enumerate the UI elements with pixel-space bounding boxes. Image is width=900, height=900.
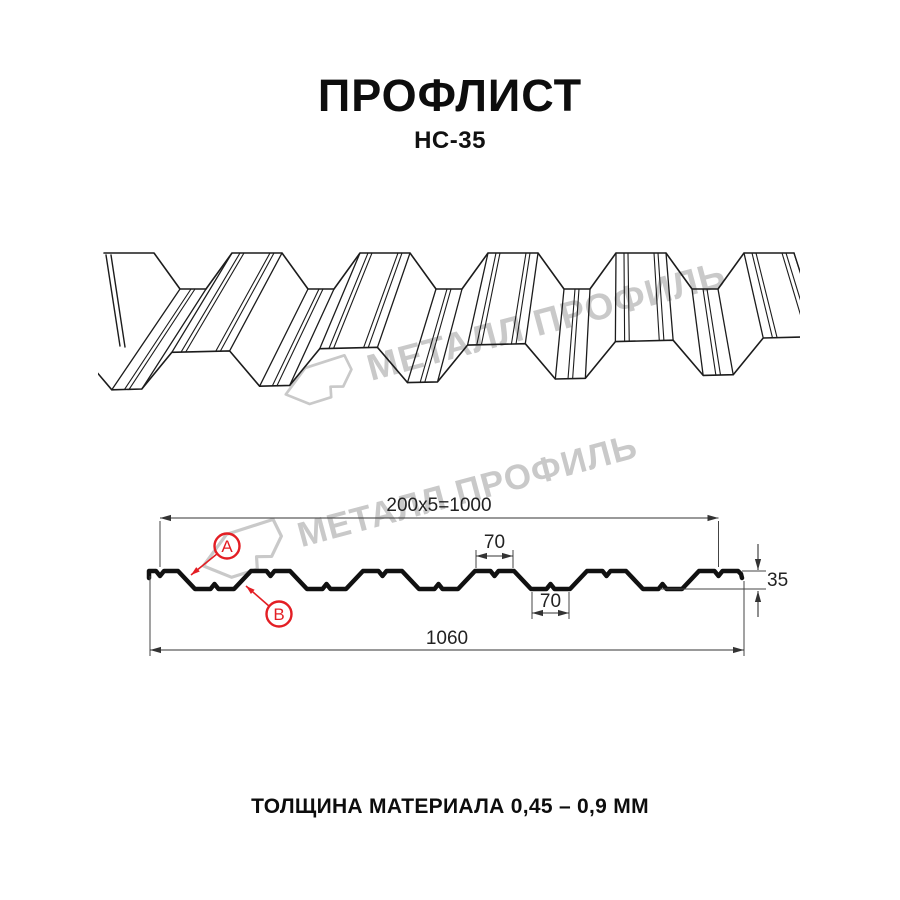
callout-b-circle — [265, 600, 293, 628]
dim-label-overall-width: 1060 — [426, 628, 468, 649]
dimension-annotations: 200x5=1000 70 70 1060 35 — [149, 495, 788, 656]
profile-3d-line — [567, 288, 576, 380]
callout-annotations: А В — [190, 532, 293, 628]
profile-3d-line — [627, 252, 630, 342]
profile-3d-line — [363, 252, 399, 349]
profile-3d-line — [123, 288, 192, 391]
profile-3d-line — [228, 252, 283, 352]
profile-3d-line — [128, 288, 196, 390]
profile-3d-line — [466, 252, 489, 346]
profile-3d-line — [105, 254, 121, 347]
page-title: ПРОФЛИСТ — [317, 70, 583, 121]
profile-3d-line — [111, 288, 181, 391]
footer-thickness-note: ТОЛЩИНА МАТЕРИАЛА 0,45 – 0,9 ММ — [251, 795, 649, 818]
profile-3d-line — [572, 288, 580, 380]
profile-3d-line — [691, 288, 704, 377]
profile-3d-line — [289, 288, 335, 387]
profile-3d-line — [367, 252, 403, 349]
profile-3d-line — [110, 254, 126, 348]
profile-3d-line — [319, 252, 361, 350]
profile-3d-line — [657, 252, 665, 341]
cross-section-profile-path — [146, 568, 745, 592]
metall-profil-logo-icon — [284, 353, 353, 406]
profile-3d-line — [419, 288, 448, 383]
watermark-middle: МЕТАЛЛ ПРОФИЛЬ — [193, 421, 643, 588]
profile-3d-line — [406, 288, 437, 384]
profile-3d-line — [510, 252, 527, 345]
page-subtitle: НС-35 — [414, 127, 486, 154]
profile-3d-line — [584, 288, 591, 379]
profile-3d-line — [171, 252, 233, 353]
profile-cross-section — [146, 568, 745, 592]
profile-3d-line — [793, 252, 800, 274]
profile-3d-line — [141, 288, 207, 390]
profile-3d-line — [554, 288, 565, 380]
profile-3d-line — [271, 288, 320, 387]
profile-3d-line — [180, 252, 241, 353]
metall-profil-logo-icon — [201, 517, 283, 579]
profile-3d-line — [515, 252, 531, 345]
profile-3d-line — [755, 252, 778, 339]
profile-3d-line — [702, 288, 717, 376]
profile-3d-line — [333, 252, 373, 349]
profile-3d-line — [424, 288, 452, 383]
profile-3d-line — [717, 288, 734, 376]
profile-3d-line — [524, 252, 539, 345]
profile-3d-outline — [103, 252, 795, 290]
dim-label-rib-bottom: 70 — [540, 591, 561, 612]
profile-3d-line — [436, 288, 463, 383]
profile-3d-line — [743, 252, 764, 339]
dim-label-top-width: 200x5=1000 — [386, 495, 491, 516]
callout-a-arrow — [190, 552, 219, 576]
profile-3d-line — [665, 252, 674, 341]
profile-3d-line — [785, 252, 800, 301]
profile-3d-outline — [98, 336, 800, 391]
watermark-top: МЕТАЛЛ ПРОФИЛЬ — [277, 251, 731, 414]
profile-3d-line — [215, 252, 271, 352]
profile-3d-view — [98, 252, 800, 391]
dim-label-rib-top: 70 — [484, 532, 505, 553]
dim-label-profile-height: 35 — [767, 570, 788, 591]
callout-a-label: А — [221, 537, 233, 556]
callout-b-arrow — [245, 585, 271, 608]
profile-3d-line — [751, 252, 774, 339]
profile-3d-line — [614, 252, 617, 343]
callout-a-circle — [213, 532, 241, 560]
profile-3d-line — [258, 288, 309, 387]
profile-3d-line — [781, 252, 800, 316]
profile-3d-line — [623, 252, 626, 342]
profile-3d-line — [185, 252, 245, 353]
callout-b-label: В — [273, 605, 284, 624]
profile-3d-line — [480, 252, 501, 346]
profile-3d-line — [706, 288, 722, 376]
profile-3d-line — [476, 252, 497, 346]
profile-3d-line — [653, 252, 660, 342]
profile-3d-line — [276, 288, 324, 387]
profile-3d-line — [328, 252, 369, 350]
profile-3d-line — [376, 252, 411, 348]
profile-3d-line — [219, 252, 275, 352]
